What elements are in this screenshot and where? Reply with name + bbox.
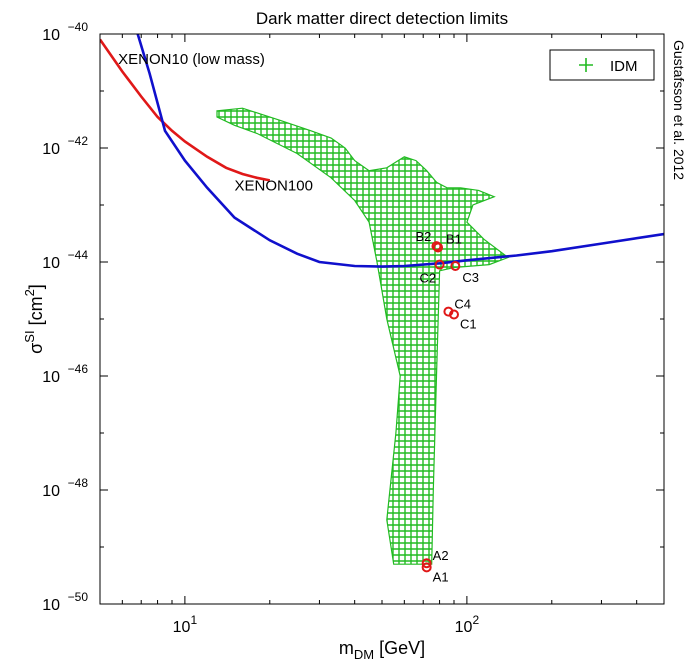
- x-axis-title: mDM [GeV]: [339, 638, 425, 662]
- benchmark-point-A2: [421, 558, 432, 569]
- benchmark-point-B2: [431, 241, 442, 252]
- y-tick-label: 10 −46: [42, 362, 88, 386]
- benchmark-point-B1: [433, 242, 444, 253]
- benchmark-label-C1: C1: [460, 316, 477, 331]
- y-tick-label: 10 −44: [42, 248, 88, 272]
- benchmark-label-B2: B2: [415, 229, 431, 244]
- x-tick-label: 101: [173, 613, 198, 636]
- benchmark-point-C3: [450, 261, 461, 272]
- y-tick-label: 10 −42: [42, 134, 88, 158]
- benchmark-label-B1: B1: [446, 231, 462, 246]
- curve-label-0: XENON10 (low mass): [118, 51, 265, 68]
- benchmark-label-C3: C3: [462, 270, 479, 285]
- benchmark-points: A1 A2 B1 B2 C1 C2 C3 C4: [415, 229, 479, 584]
- benchmark-point-C4: [443, 306, 454, 317]
- benchmark-point-A1: [421, 562, 432, 573]
- curve-labels: XENON10 (low mass) XENON100: [118, 51, 313, 195]
- credit-label: Gustafsson et al. 2012: [671, 40, 687, 180]
- y-tick-label: 10 −40: [42, 20, 88, 44]
- benchmark-label-A2: A2: [433, 548, 449, 563]
- chart-title: Dark matter direct detection limits: [256, 9, 508, 28]
- y-axis-ticks: 10−50 10−48 10−46 10−44 10−42 10−40: [42, 20, 664, 614]
- benchmark-label-A1: A1: [433, 569, 449, 584]
- benchmark-point-C2: [434, 259, 445, 270]
- y-tick-label: 10 −48: [42, 476, 88, 500]
- curve-0: [100, 38, 271, 182]
- benchmark-label-C4: C4: [454, 297, 471, 312]
- curve-1: [136, 34, 664, 268]
- x-tick-label: 102: [455, 613, 480, 636]
- x-axis-ticks: 101 102: [99, 34, 665, 636]
- legend-label-idm: IDM: [610, 58, 638, 75]
- benchmark-label-C2: C2: [420, 271, 437, 286]
- y-axis-title: σSI [cm2]: [22, 284, 46, 354]
- y-tick-label: 10 −50: [42, 590, 88, 614]
- legend: IDM: [549, 49, 655, 81]
- legend-plus-marker: [579, 58, 593, 72]
- limit-curves: [100, 34, 664, 268]
- legend-box: [549, 49, 655, 81]
- curve-label-1: XENON100: [235, 177, 313, 194]
- plot-frame: [100, 34, 664, 604]
